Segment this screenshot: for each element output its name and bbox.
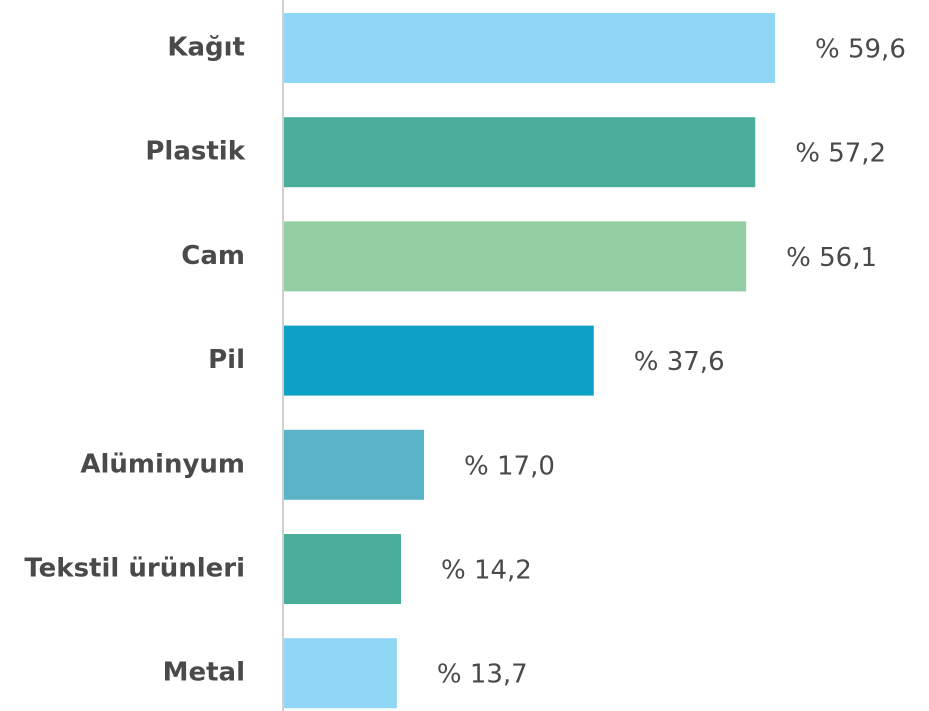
bar	[284, 325, 594, 396]
value-label: % 37,6	[634, 347, 725, 377]
bar	[284, 638, 397, 709]
category-label: Alüminyum	[80, 449, 245, 479]
category-label: Cam	[181, 241, 245, 271]
bar	[284, 221, 747, 292]
value-label: % 59,6	[815, 35, 906, 65]
value-label: % 13,7	[437, 660, 528, 690]
category-label: Tekstil ürünleri	[24, 554, 245, 584]
category-label: Metal	[163, 658, 245, 688]
category-label: Plastik	[145, 137, 245, 167]
bar	[284, 117, 756, 188]
value-label: % 14,2	[441, 556, 532, 586]
category-label: Pil	[208, 345, 245, 375]
value-label: % 56,1	[786, 243, 877, 273]
value-label: % 57,2	[795, 139, 886, 169]
bar	[284, 13, 775, 83]
value-label: % 17,0	[464, 451, 555, 481]
bar	[284, 534, 401, 604]
bar	[284, 429, 425, 500]
category-label: Kağıt	[167, 33, 245, 63]
